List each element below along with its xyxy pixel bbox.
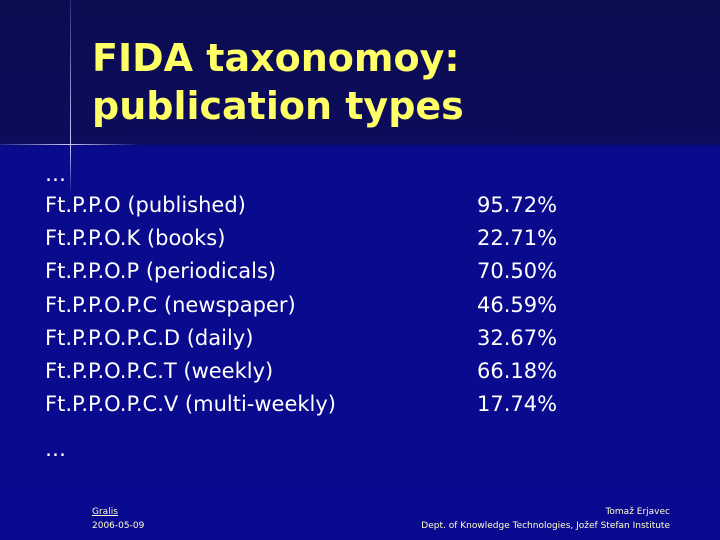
title-line: publication types — [92, 84, 464, 128]
footer-right: Tomaž Erjavec Dept. of Knowledge Technol… — [421, 505, 670, 533]
row-value: 17.74% — [477, 392, 558, 417]
row-value: 22.71% — [477, 226, 558, 251]
footer-link[interactable]: Gralis — [92, 507, 118, 517]
title: FIDA taxonomoy: publication types — [92, 34, 464, 130]
row-label: Ft.P.P.O.K (books) — [45, 226, 226, 251]
row-value: 95.72% — [477, 193, 558, 217]
row-value: 66.18% — [477, 359, 558, 383]
title-line: FIDA taxonomoy: — [92, 36, 460, 80]
row-label: Ft.P.P.O.P.C (newspaper) — [45, 292, 296, 317]
row-label: Ft.P.P.O.P.C.V (multi-weekly) — [45, 392, 336, 417]
row-label: Ft.P.P.O.P.C.T (weekly) — [45, 359, 274, 383]
ellipsis: … — [45, 162, 66, 186]
row-label: Ft.P.P.O.P.C.D (daily) — [45, 325, 254, 350]
footer-date: 2006-05-09 — [92, 521, 145, 531]
footer-affiliation: Dept. of Knowledge Technologies, Jožef S… — [421, 521, 670, 531]
footer-author: Tomaž Erjavec — [605, 507, 670, 517]
row-value: 46.59% — [477, 292, 558, 317]
decor-line — [0, 144, 140, 145]
row-value: 32.67% — [477, 325, 558, 350]
row-label: Ft.P.P.O.P (periodicals) — [45, 259, 277, 284]
row-label: Ft.P.P.O (published) — [45, 193, 246, 217]
footer-left: Gralis 2006-05-09 — [92, 505, 144, 533]
decor-line — [70, 0, 71, 195]
row-value: 70.50% — [477, 259, 558, 284]
ellipsis: … — [45, 437, 66, 461]
